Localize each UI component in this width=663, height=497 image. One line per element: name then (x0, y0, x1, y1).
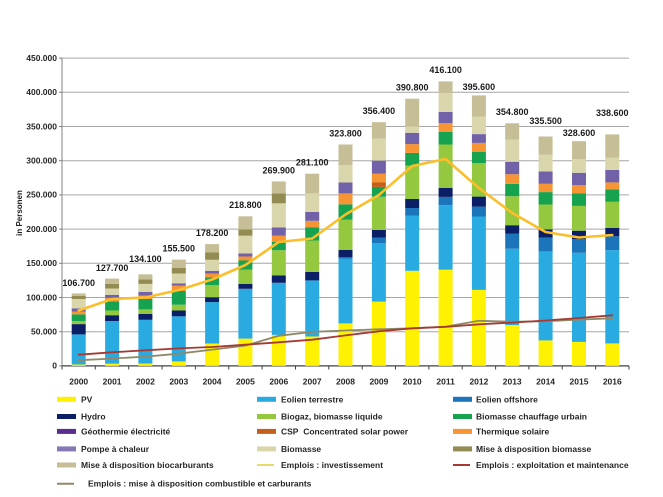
svg-text:356.400: 356.400 (363, 106, 396, 116)
svg-text:Mise à disposition biocarburan: Mise à disposition biocarburants (81, 460, 214, 470)
svg-text:Thermique solaire: Thermique solaire (476, 426, 549, 436)
svg-text:in Personen: in Personen (15, 190, 24, 236)
svg-text:150.000: 150.000 (26, 258, 57, 268)
svg-text:2011: 2011 (436, 377, 455, 387)
svg-text:PV: PV (81, 394, 93, 404)
svg-text:2014: 2014 (536, 377, 555, 387)
svg-text:Eolien offshore: Eolien offshore (476, 394, 538, 404)
svg-text:178.200: 178.200 (196, 228, 229, 238)
svg-text:2013: 2013 (503, 377, 522, 387)
svg-text:2001: 2001 (103, 377, 122, 387)
svg-text:2004: 2004 (203, 377, 222, 387)
svg-text:300.000: 300.000 (26, 156, 57, 166)
svg-text:218.800: 218.800 (229, 200, 262, 210)
svg-text:Biogaz, biomasse liquide: Biogaz, biomasse liquide (281, 412, 383, 422)
svg-text:390.800: 390.800 (396, 83, 429, 93)
svg-text:Mise à disposition biomasse: Mise à disposition biomasse (476, 444, 592, 454)
svg-text:350.000: 350.000 (26, 121, 57, 131)
svg-text:2002: 2002 (136, 377, 155, 387)
svg-text:134.100: 134.100 (129, 254, 162, 264)
svg-text:2010: 2010 (403, 377, 422, 387)
svg-text:2008: 2008 (336, 377, 355, 387)
svg-text:Emplois : exploitation et main: Emplois : exploitation et maintenance (476, 460, 629, 470)
svg-text:Biomasse chauffage urbain: Biomasse chauffage urbain (476, 412, 587, 422)
svg-text:0: 0 (52, 361, 57, 371)
svg-text:269.900: 269.900 (263, 165, 296, 175)
svg-text:335.500: 335.500 (529, 116, 562, 126)
svg-text:338.600: 338.600 (596, 108, 629, 118)
svg-text:200.000: 200.000 (26, 224, 57, 234)
svg-text:Eolien terrestre: Eolien terrestre (281, 394, 344, 404)
svg-text:400.000: 400.000 (26, 87, 57, 97)
svg-text:Pompe à chaleur: Pompe à chaleur (81, 444, 150, 454)
svg-text:2016: 2016 (603, 377, 622, 387)
svg-text:281.100: 281.100 (296, 158, 329, 168)
svg-text:2003: 2003 (169, 377, 188, 387)
svg-text:2006: 2006 (269, 377, 288, 387)
svg-text:323.800: 323.800 (329, 128, 362, 138)
svg-text:Emplois : mise à disposition c: Emplois : mise à disposition combustible… (88, 479, 312, 489)
svg-text:328.600: 328.600 (563, 128, 596, 138)
svg-text:100.000: 100.000 (26, 292, 57, 302)
svg-text:127.700: 127.700 (96, 263, 129, 273)
svg-text:Emplois : investissement: Emplois : investissement (281, 460, 383, 470)
svg-text:CSP Concentrated solar power: CSP Concentrated solar power (281, 426, 409, 436)
svg-text:354.800: 354.800 (496, 107, 529, 117)
svg-text:2012: 2012 (469, 377, 488, 387)
svg-text:2005: 2005 (236, 377, 255, 387)
svg-text:450.000: 450.000 (26, 53, 57, 63)
svg-text:2007: 2007 (303, 377, 322, 387)
svg-text:50.000: 50.000 (31, 327, 57, 337)
svg-text:416.100: 416.100 (429, 65, 462, 75)
svg-text:2015: 2015 (570, 377, 589, 387)
svg-text:Géothermie électricité: Géothermie électricité (81, 426, 171, 436)
svg-text:Biomasse: Biomasse (281, 444, 321, 454)
svg-text:2000: 2000 (69, 377, 88, 387)
svg-text:Hydro: Hydro (81, 412, 106, 422)
svg-text:2009: 2009 (369, 377, 388, 387)
svg-text:155.500: 155.500 (163, 244, 196, 254)
svg-text:395.600: 395.600 (463, 82, 496, 92)
svg-text:250.000: 250.000 (26, 190, 57, 200)
svg-text:106.700: 106.700 (62, 278, 95, 288)
